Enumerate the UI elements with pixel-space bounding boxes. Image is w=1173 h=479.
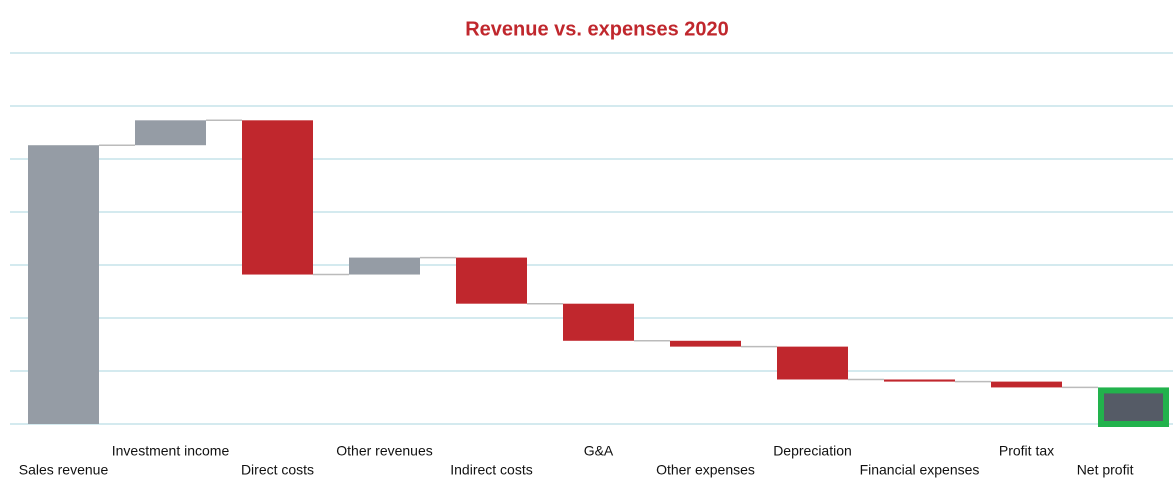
x-tick-label: Financial expenses: [860, 462, 980, 478]
bar: [456, 257, 527, 304]
bar: [777, 346, 848, 380]
x-tick-label: Other revenues: [336, 443, 433, 459]
bar: [670, 340, 741, 347]
x-tick-label: Indirect costs: [450, 462, 532, 478]
x-tick-label: Direct costs: [241, 462, 314, 478]
x-tick-label: Sales revenue: [19, 462, 109, 478]
bar: [242, 120, 313, 275]
x-tick-label: Other expenses: [656, 462, 755, 478]
x-tick-label: G&A: [584, 443, 614, 459]
chart-title: Revenue vs. expenses 2020: [465, 18, 729, 40]
bar: [28, 145, 99, 424]
bar: [991, 381, 1062, 388]
bar: [135, 120, 206, 146]
bar: [349, 257, 420, 275]
bar: [563, 303, 634, 341]
x-tick-label: Net profit: [1077, 462, 1134, 478]
x-tick-label: Investment income: [112, 443, 230, 459]
bar: [1098, 387, 1169, 427]
x-tick-label: Profit tax: [999, 443, 1054, 459]
bar: [884, 379, 955, 382]
x-tick-label: Depreciation: [773, 443, 852, 459]
